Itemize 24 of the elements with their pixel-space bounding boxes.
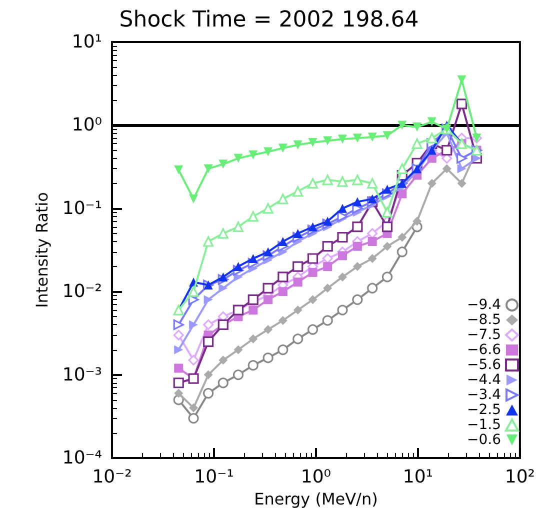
y-tick-label: 10⁻² (62, 281, 102, 302)
legend-label: −8.5 (467, 312, 501, 328)
legend-label: −0.6 (467, 432, 502, 448)
y-tick-label: 10¹ (72, 32, 102, 52)
chart-title: Shock Time = 2002 198.64 (119, 8, 419, 32)
y-tick-label: 10⁻¹ (62, 198, 102, 219)
legend-label: −4.4 (467, 372, 502, 388)
x-tick-label: 10⁻¹ (194, 466, 234, 488)
legend-label: −7.5 (467, 327, 501, 343)
legend-label: −9.4 (467, 297, 502, 313)
x-tick-label: 10⁰ (300, 466, 332, 488)
legend-label: −5.6 (467, 357, 502, 373)
x-axis-title: Energy (MeV/n) (254, 489, 378, 508)
legend-label: −1.5 (467, 417, 501, 433)
y-axis-title: Intensity Ratio (32, 192, 52, 308)
y-tick-label: 10⁰ (72, 114, 102, 136)
legend-label: −2.5 (467, 402, 501, 418)
x-tick-label: 10⁻² (92, 466, 132, 488)
legend-label: −3.4 (467, 387, 502, 403)
y-tick-label: 10⁻³ (62, 364, 102, 386)
x-tick-label: 10² (504, 466, 535, 488)
x-tick-label: 10¹ (402, 466, 434, 488)
legend-label: −6.6 (467, 342, 502, 358)
y-tick-label: 10⁻⁴ (62, 448, 102, 468)
